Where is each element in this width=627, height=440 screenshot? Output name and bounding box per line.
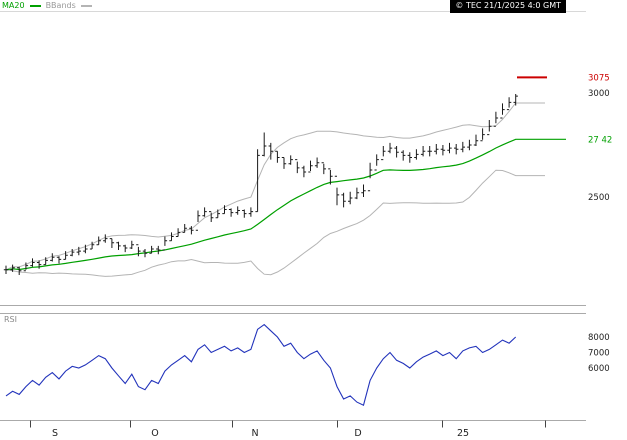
bollinger-upper-band [5, 102, 545, 271]
rsi-axis-label: 8000 [588, 333, 610, 343]
x-axis-month-label: N [251, 428, 258, 439]
ohlc-bars [3, 94, 518, 275]
price-panel [3, 76, 566, 277]
ma20-legend-label: MA20 [2, 1, 25, 10]
ma20-line-swatch-icon [29, 4, 41, 7]
price-axis-label: 3075 [588, 73, 610, 83]
copyright-badge: © TEC 21/1/2025 4:0 GMT [450, 0, 566, 13]
x-axis-month-label: S [52, 428, 58, 439]
rsi-subpanel [5, 323, 517, 406]
x-axis-month-label: O [151, 428, 158, 439]
x-axis-month-label: D [354, 428, 361, 439]
bbands-line-swatch-icon [80, 4, 92, 7]
axis-labels: 3075 3000 27 42 2500 8000 7000 6000 S O N D 25 [30, 73, 612, 439]
price-axis-label: 3000 [588, 89, 610, 99]
price-axis-label: 2500 [588, 193, 610, 203]
panel-frame-lines [0, 11, 586, 421]
bollinger-lower-band [5, 169, 545, 277]
ma20-line [5, 138, 566, 271]
rsi-panel-label: RSI [4, 315, 17, 324]
rsi-axis-label: 7000 [588, 349, 610, 359]
bbands-legend-label: BBands [45, 1, 76, 10]
indicator-legend: MA20 BBands [2, 0, 92, 11]
x-axis-month-label: 25 [457, 428, 469, 439]
rsi-axis-label: 6000 [588, 364, 610, 374]
price-axis-label: 27 42 [588, 135, 612, 145]
rsi-line [5, 323, 517, 406]
